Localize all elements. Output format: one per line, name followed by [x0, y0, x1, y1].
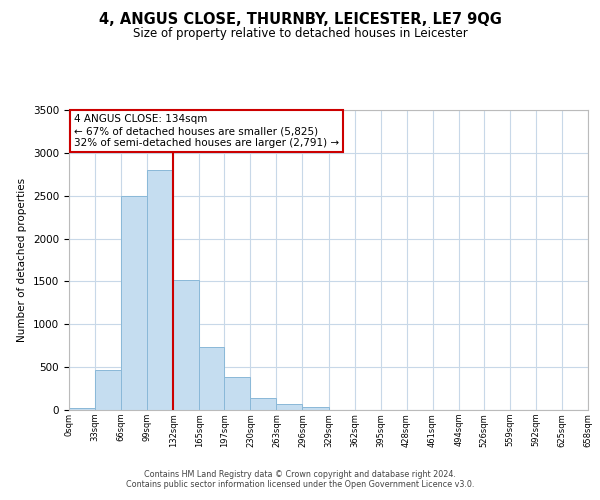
Bar — [302, 406, 329, 410]
Text: Size of property relative to detached houses in Leicester: Size of property relative to detached ho… — [133, 28, 467, 40]
Bar — [224, 376, 250, 410]
Text: 4 ANGUS CLOSE: 134sqm
← 67% of detached houses are smaller (5,825)
32% of semi-d: 4 ANGUS CLOSE: 134sqm ← 67% of detached … — [74, 114, 340, 148]
Bar — [95, 370, 121, 410]
Bar — [173, 280, 199, 410]
Y-axis label: Number of detached properties: Number of detached properties — [17, 178, 28, 342]
Bar — [69, 408, 95, 410]
Bar — [147, 170, 173, 410]
Bar — [277, 404, 302, 410]
Text: Contains HM Land Registry data © Crown copyright and database right 2024.
Contai: Contains HM Land Registry data © Crown c… — [126, 470, 474, 489]
Bar — [121, 196, 147, 410]
Bar — [199, 346, 224, 410]
Text: 4, ANGUS CLOSE, THURNBY, LEICESTER, LE7 9QG: 4, ANGUS CLOSE, THURNBY, LEICESTER, LE7 … — [98, 12, 502, 28]
Bar — [250, 398, 277, 410]
